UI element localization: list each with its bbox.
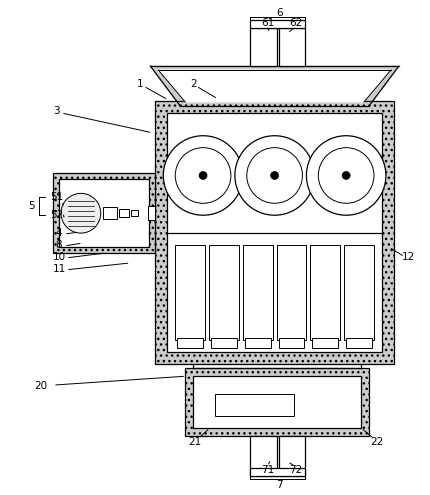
Bar xyxy=(344,245,374,341)
Text: 10: 10 xyxy=(52,252,66,262)
Bar xyxy=(346,339,372,348)
Text: 62: 62 xyxy=(289,18,302,28)
Bar xyxy=(312,339,338,348)
Text: 51: 51 xyxy=(50,193,64,202)
Bar xyxy=(175,245,205,341)
Circle shape xyxy=(175,148,231,203)
Text: 22: 22 xyxy=(370,437,384,446)
Polygon shape xyxy=(150,66,399,106)
Text: 20: 20 xyxy=(34,381,48,391)
Bar xyxy=(59,180,150,247)
Text: 2: 2 xyxy=(190,79,197,89)
Circle shape xyxy=(163,136,243,215)
Text: 21: 21 xyxy=(188,437,202,446)
Bar xyxy=(209,245,239,341)
Bar xyxy=(245,339,270,348)
Circle shape xyxy=(318,148,374,203)
Text: 4: 4 xyxy=(56,228,62,238)
Circle shape xyxy=(61,194,101,233)
Circle shape xyxy=(307,136,386,215)
Bar xyxy=(279,436,305,476)
Bar xyxy=(310,245,340,341)
Bar xyxy=(250,468,305,476)
Circle shape xyxy=(342,171,350,180)
Bar xyxy=(148,206,155,220)
Bar xyxy=(155,101,394,364)
Bar xyxy=(276,245,307,341)
Bar xyxy=(243,245,273,341)
Bar xyxy=(193,376,361,428)
Text: 1: 1 xyxy=(137,79,144,89)
Bar xyxy=(185,368,369,436)
Text: 52: 52 xyxy=(50,210,64,220)
Circle shape xyxy=(235,136,314,215)
Text: 5: 5 xyxy=(28,201,34,211)
Text: 61: 61 xyxy=(261,18,274,28)
Text: 12: 12 xyxy=(402,252,415,262)
Circle shape xyxy=(199,171,207,180)
Text: 6: 6 xyxy=(276,7,283,17)
Bar xyxy=(53,173,155,253)
Bar xyxy=(211,339,237,348)
Bar xyxy=(250,20,305,28)
Bar xyxy=(279,28,305,66)
Text: 71: 71 xyxy=(261,464,274,475)
Bar xyxy=(103,207,117,219)
Bar xyxy=(250,436,276,476)
Text: 3: 3 xyxy=(53,106,59,116)
Circle shape xyxy=(270,171,279,180)
Polygon shape xyxy=(158,70,391,102)
Bar xyxy=(279,339,304,348)
Bar xyxy=(119,209,129,217)
Bar xyxy=(131,210,138,216)
Bar xyxy=(177,339,203,348)
Bar xyxy=(215,394,295,416)
Text: 72: 72 xyxy=(289,464,302,475)
Bar xyxy=(167,113,382,352)
Bar xyxy=(250,28,276,66)
Text: 7: 7 xyxy=(276,481,283,491)
Circle shape xyxy=(247,148,302,203)
Text: 11: 11 xyxy=(52,264,66,274)
Text: 8: 8 xyxy=(56,240,62,250)
